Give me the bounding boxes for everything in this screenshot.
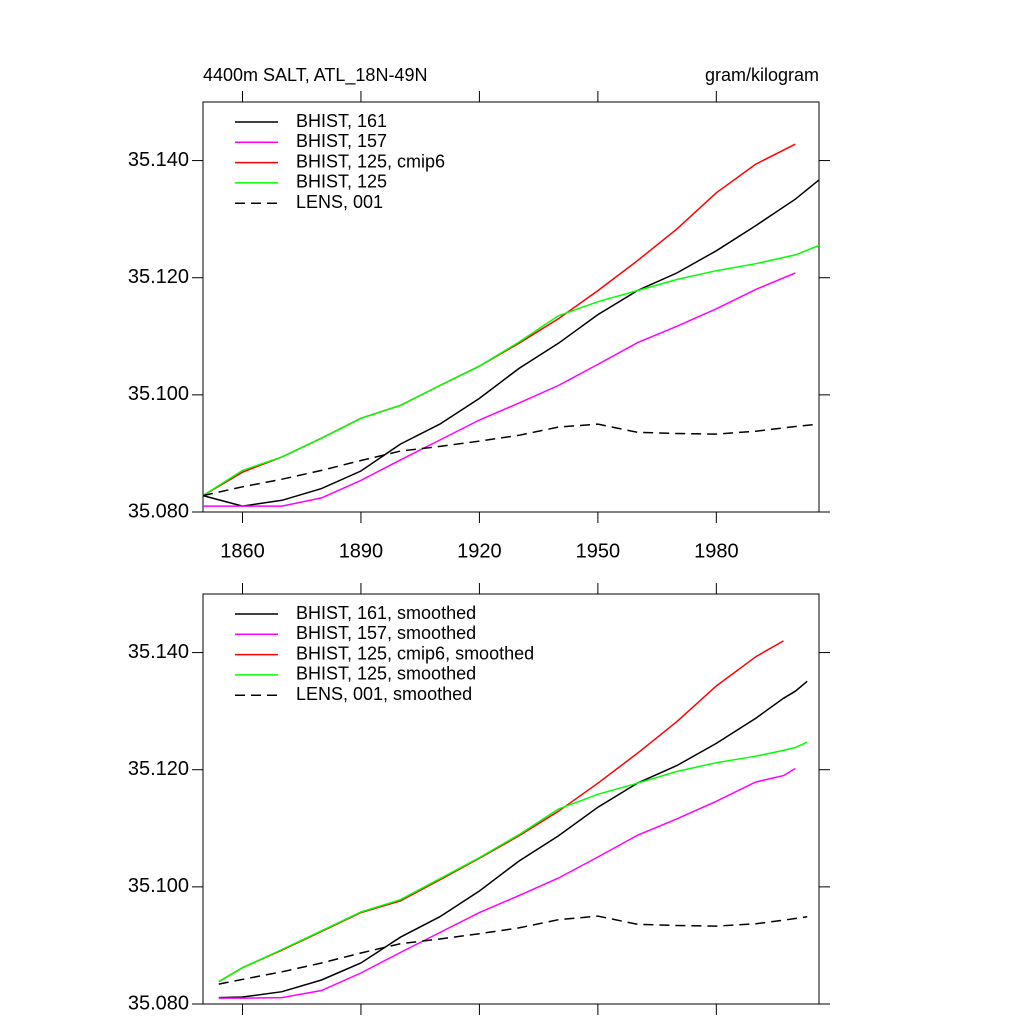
y-tick-label: 35.140 xyxy=(128,641,189,663)
series-line xyxy=(218,680,808,999)
y-tick-label: 35.120 xyxy=(128,266,189,288)
y-tick-label: 35.080 xyxy=(128,500,189,522)
x-tick-label: 1980 xyxy=(694,540,739,562)
y-tick-label: 35.100 xyxy=(128,383,189,405)
y-tick-label: 35.140 xyxy=(128,149,189,171)
legend-label: BHIST, 161, smoothed xyxy=(296,603,476,623)
legend-label: BHIST, 157, smoothed xyxy=(296,623,476,643)
series-line xyxy=(202,244,820,497)
series-line xyxy=(203,272,796,507)
legend-label: BHIST, 125 xyxy=(296,172,387,192)
series-line xyxy=(218,741,808,983)
legend-label: BHIST, 125, smoothed xyxy=(296,664,476,684)
series-line xyxy=(202,143,796,497)
series-line xyxy=(202,423,820,497)
legend-label: LENS, 001 xyxy=(296,192,383,212)
x-tick-label: 1890 xyxy=(339,540,384,562)
x-tick-label: 1920 xyxy=(457,540,502,562)
series-line xyxy=(202,179,820,507)
plot-frame xyxy=(202,101,820,513)
series-line xyxy=(218,915,808,985)
y-tick-label: 35.080 xyxy=(128,992,189,1014)
legend-label: BHIST, 125, cmip6, smoothed xyxy=(296,643,534,663)
legend-label: BHIST, 161 xyxy=(296,111,387,131)
y-tick-label: 35.120 xyxy=(128,758,189,780)
plot-frame xyxy=(202,593,820,1005)
legend-label: BHIST, 125, cmip6 xyxy=(296,151,445,171)
units-label: gram/kilogram xyxy=(705,65,819,85)
series-line xyxy=(218,767,796,999)
legend-label: LENS, 001, smoothed xyxy=(296,684,472,704)
x-tick-label: 1860 xyxy=(220,540,265,562)
chart-title: 4400m SALT, ATL_18N-49N xyxy=(203,65,427,86)
y-tick-label: 35.100 xyxy=(128,875,189,897)
x-tick-label: 1950 xyxy=(576,540,621,562)
legend-label: BHIST, 157 xyxy=(296,131,387,151)
